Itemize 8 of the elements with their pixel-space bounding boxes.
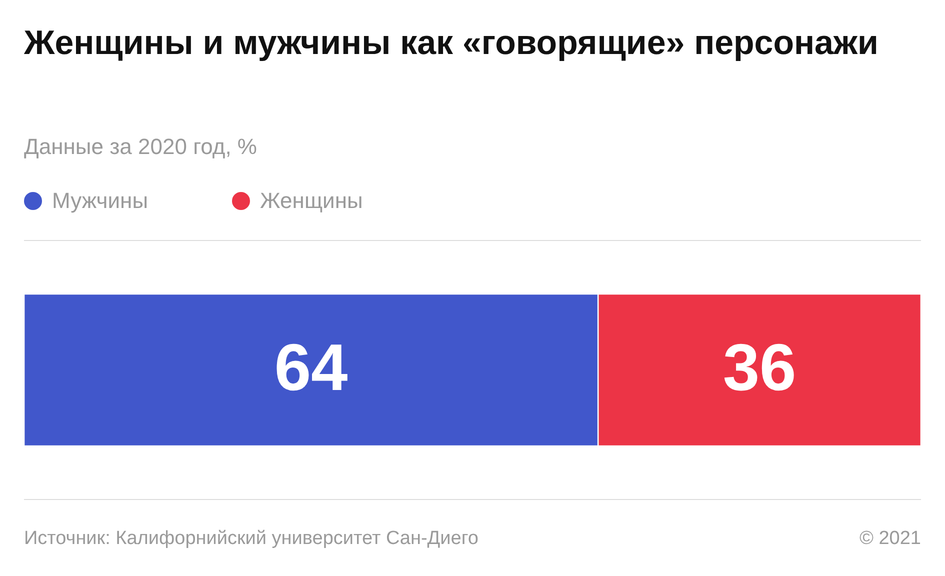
chart-title: Женщины и мужчины как «говорящие» персонажи (24, 23, 880, 64)
legend-label: Женщины (260, 188, 363, 214)
text: © 2021 (859, 528, 921, 550)
text: Источник: Калифорнийский университет Сан-Диего (24, 528, 478, 550)
data-label: 64 (274, 330, 348, 404)
legend-label: Мужчины (52, 188, 148, 214)
chart-subtitle: Данные за 2020 год, % (24, 134, 257, 160)
data-label: 36 (722, 330, 796, 404)
